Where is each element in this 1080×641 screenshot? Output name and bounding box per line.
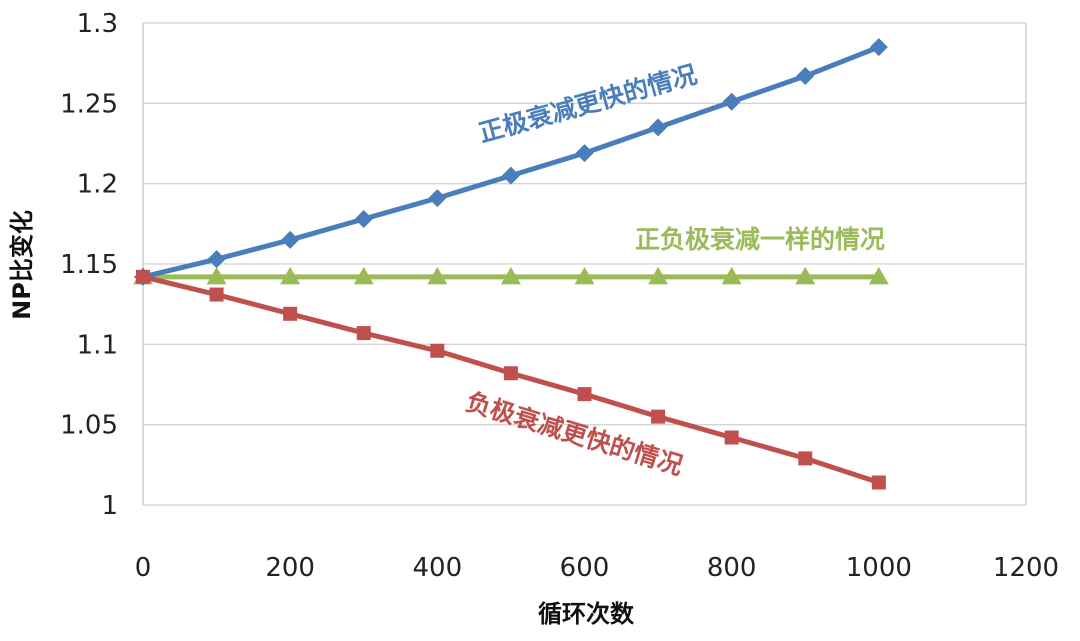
y-axis-title: NP比变化 xyxy=(8,210,36,320)
data-point-square xyxy=(503,366,518,381)
data-point-triangle xyxy=(427,266,448,285)
annotation-label: 正负极衰减一样的情况 xyxy=(635,225,885,254)
data-point-square xyxy=(724,430,739,445)
y-axis-ticks: 1 1.05 1.1 1.15 1.2 1.25 1.3 xyxy=(60,9,118,521)
data-point-diamond xyxy=(869,38,888,57)
data-point-diamond xyxy=(428,189,447,208)
x-tick-label: 200 xyxy=(265,553,315,583)
y-tick-label: 1.25 xyxy=(60,89,118,119)
data-point-square xyxy=(430,343,445,358)
data-point-diamond xyxy=(575,144,594,163)
y-tick-label: 1.05 xyxy=(60,411,118,441)
y-tick-label: 1.2 xyxy=(77,170,118,200)
data-point-triangle xyxy=(574,266,595,285)
data-point-triangle xyxy=(500,266,521,285)
y-tick-label: 1.15 xyxy=(60,250,118,280)
data-point-diamond xyxy=(281,230,300,249)
series-triangle xyxy=(133,266,889,285)
data-point-square xyxy=(871,475,886,490)
data-point-diamond xyxy=(649,118,668,137)
y-tick-label: 1.3 xyxy=(77,9,118,39)
data-point-square xyxy=(798,451,813,466)
series-group xyxy=(133,38,889,490)
series-square xyxy=(136,269,886,490)
x-tick-label: 800 xyxy=(707,553,757,583)
data-point-square xyxy=(577,387,592,402)
annotation-label: 负极衰减更快的情况 xyxy=(463,387,687,481)
y-tick-label: 1 xyxy=(101,491,118,521)
data-point-square xyxy=(356,326,371,341)
x-tick-label: 1200 xyxy=(993,553,1059,583)
data-point-triangle xyxy=(353,266,374,285)
data-point-square xyxy=(209,287,224,302)
data-point-triangle xyxy=(868,266,889,285)
data-point-diamond xyxy=(722,92,741,111)
data-point-diamond xyxy=(354,210,373,229)
x-tick-label: 400 xyxy=(413,553,463,583)
x-tick-label: 600 xyxy=(560,553,610,583)
data-point-triangle xyxy=(648,266,669,285)
y-tick-label: 1.1 xyxy=(77,330,118,360)
data-point-triangle xyxy=(206,266,227,285)
data-point-square xyxy=(651,409,666,424)
data-point-diamond xyxy=(796,67,815,86)
data-point-diamond xyxy=(501,166,520,185)
gridlines xyxy=(142,22,1027,506)
x-axis-title: 循环次数 xyxy=(538,600,635,628)
x-tick-label: 0 xyxy=(135,553,152,583)
x-axis-ticks: 0 200 400 600 800 1000 1200 xyxy=(135,553,1059,583)
data-point-diamond xyxy=(207,250,226,269)
data-point-square xyxy=(283,306,298,321)
data-point-triangle xyxy=(795,266,816,285)
data-point-square xyxy=(136,269,150,284)
x-tick-label: 1000 xyxy=(846,553,912,583)
data-point-triangle xyxy=(280,266,301,285)
data-point-triangle xyxy=(721,266,742,285)
